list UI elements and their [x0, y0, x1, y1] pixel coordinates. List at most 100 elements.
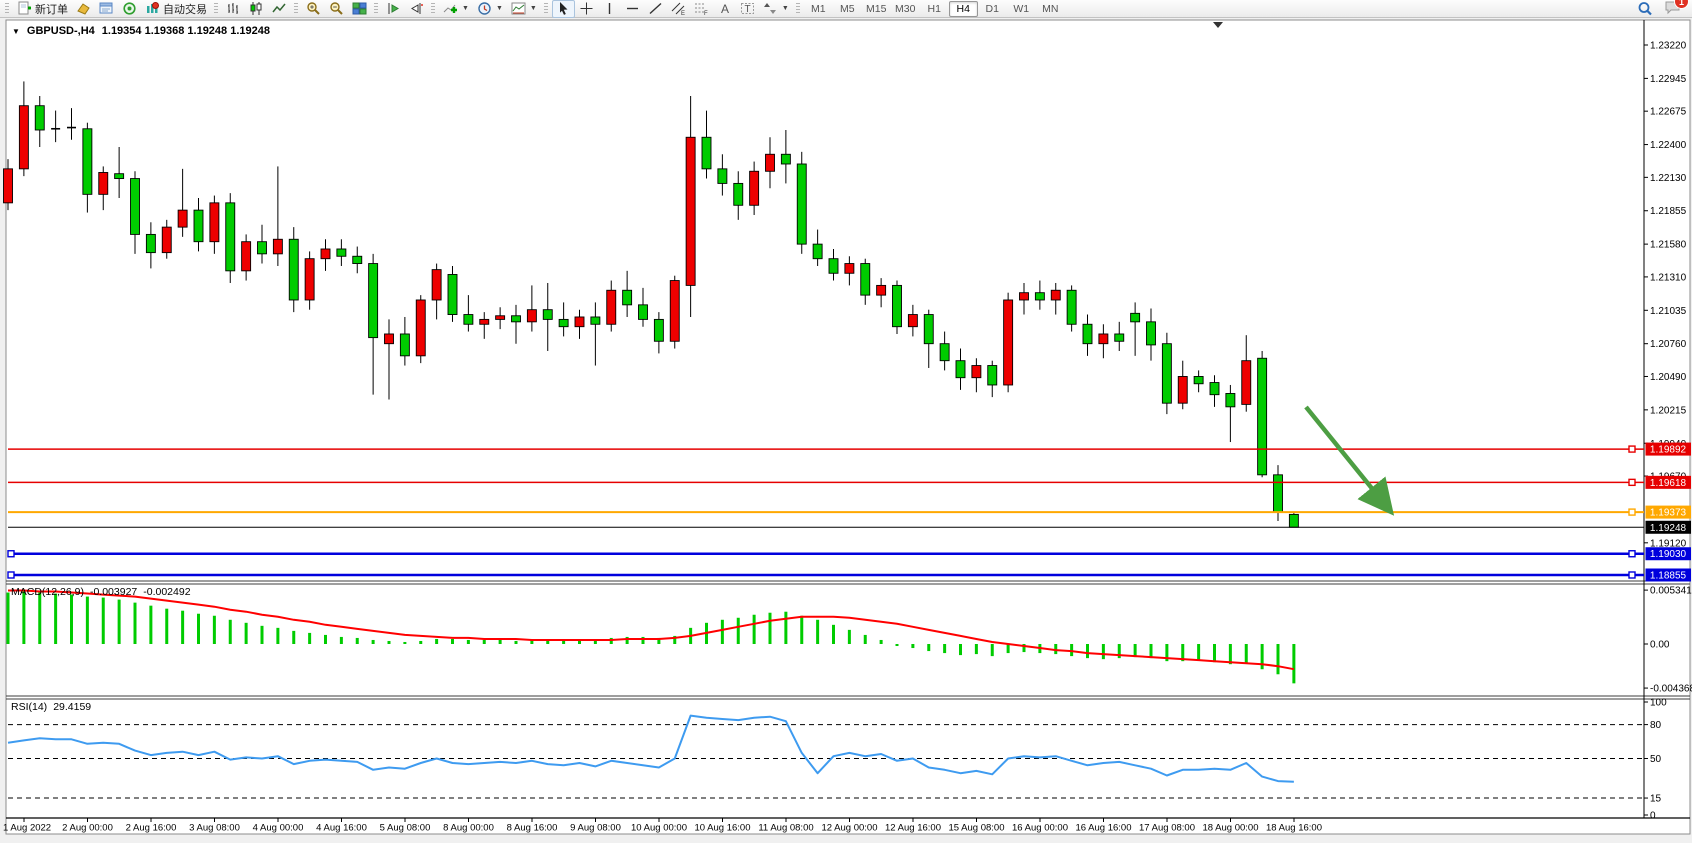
- data-window-button[interactable]: [95, 0, 118, 18]
- periods-button[interactable]: ▼: [473, 0, 507, 18]
- svg-text:1.19618: 1.19618: [1650, 478, 1687, 489]
- search-icon[interactable]: [1637, 1, 1654, 17]
- zoom-in-button[interactable]: [302, 0, 325, 18]
- text-label-tool-button[interactable]: T: [736, 0, 759, 18]
- market-watch-button[interactable]: [72, 0, 95, 18]
- tab-timeframe-m5[interactable]: M5: [839, 2, 855, 15]
- symbol-label: GBPUSD-,H4: [26, 25, 95, 37]
- svg-text:1.20760: 1.20760: [1650, 339, 1687, 350]
- svg-text:1.21855: 1.21855: [1650, 206, 1687, 217]
- rsi-value: 29.4159: [53, 701, 92, 713]
- svg-text:0: 0: [1650, 811, 1656, 822]
- tab-timeframe-m1[interactable]: M1: [810, 2, 826, 15]
- toolbar-right: 1: [1637, 0, 1690, 18]
- cursor-icon: [559, 2, 568, 15]
- svg-text:16 Aug 00:00: 16 Aug 00:00: [1012, 823, 1068, 834]
- svg-text:12 Aug 00:00: 12 Aug 00:00: [822, 823, 878, 834]
- notifications-button[interactable]: 1: [1664, 0, 1689, 18]
- zoom-out-button[interactable]: [325, 0, 348, 18]
- toolbar: 新订单 自动交易 ▼ ▼ ▼ E F A T ▼ M1 M5 M15 M30 H1 H4 D…: [0, 0, 1692, 18]
- chart-shift-marker[interactable]: [1213, 22, 1223, 28]
- channel-icon: E: [671, 2, 685, 16]
- channel-tool-button[interactable]: E: [667, 0, 690, 18]
- auto-scroll-button[interactable]: [382, 0, 405, 18]
- vertical-line-tool-button[interactable]: [598, 0, 621, 18]
- tab-timeframe-h1[interactable]: H1: [927, 2, 941, 15]
- tab-timeframe-d1[interactable]: D1: [985, 2, 999, 15]
- horizontal-line-icon: [626, 7, 638, 10]
- chart-shift-button[interactable]: [405, 0, 428, 18]
- tab-timeframe-m15[interactable]: M15: [866, 2, 887, 15]
- svg-text:17 Aug 08:00: 17 Aug 08:00: [1139, 823, 1195, 834]
- svg-text:1.23220: 1.23220: [1650, 41, 1687, 52]
- text-icon: A: [721, 2, 729, 16]
- svg-text:1.22945: 1.22945: [1650, 74, 1687, 85]
- macd-value-2: -0.002492: [143, 586, 191, 598]
- text-tool-button[interactable]: A: [713, 0, 736, 18]
- shapes-tool-button[interactable]: ▼: [759, 0, 793, 18]
- svg-text:A: A: [721, 2, 729, 16]
- rsi-label: RSI(14) 29.4159: [11, 701, 91, 713]
- tab-timeframe-m30[interactable]: M30: [895, 2, 916, 15]
- tab-timeframe-h4[interactable]: H4: [948, 0, 978, 17]
- indicators-button[interactable]: ▼: [439, 0, 473, 18]
- symbol-dropdown-icon[interactable]: ▼: [12, 26, 20, 36]
- svg-text:2 Aug 16:00: 2 Aug 16:00: [126, 823, 177, 834]
- new-order-button[interactable]: 新订单: [13, 0, 72, 18]
- navigator-button[interactable]: [118, 0, 141, 18]
- svg-text:5 Aug 08:00: 5 Aug 08:00: [380, 823, 431, 834]
- bar-chart-button[interactable]: [222, 0, 245, 18]
- toolbar-grip: [431, 2, 435, 15]
- fibonacci-tool-button[interactable]: F: [690, 0, 713, 18]
- svg-text:-0.004368: -0.004368: [1650, 684, 1692, 695]
- svg-text:1.19248: 1.19248: [1650, 523, 1687, 534]
- cursor-tool-button[interactable]: [551, 0, 575, 18]
- ohlc-quote: 1.19354 1.19368 1.19248 1.19248: [101, 25, 270, 37]
- svg-text:80: 80: [1650, 720, 1662, 731]
- toolbar-grip: [795, 2, 800, 15]
- text-label-icon: T: [740, 3, 754, 15]
- indicator-scales: 0.005341 0.00 -0.004368 100 80 50 15 0: [1644, 586, 1692, 822]
- svg-text:F: F: [704, 11, 708, 16]
- line-chart-button[interactable]: [268, 0, 291, 18]
- macd-name: MACD(12,26,9): [11, 586, 84, 598]
- trend-arrow-annotation[interactable]: [1304, 405, 1395, 516]
- toolbar-grip: [374, 2, 378, 15]
- time-axis: 1 Aug 2022 2 Aug 00:00 2 Aug 16:00 3 Aug 08…: [3, 818, 1322, 834]
- candlestick-chart-button[interactable]: [245, 0, 268, 18]
- chart-shift-icon: [411, 3, 423, 14]
- svg-text:T: T: [744, 4, 750, 15]
- toolbar-grip: [214, 2, 218, 15]
- trendline-tool-button[interactable]: [644, 0, 667, 18]
- svg-text:0.00: 0.00: [1650, 640, 1670, 651]
- svg-text:11 Aug 08:00: 11 Aug 08:00: [758, 823, 813, 834]
- svg-text:10 Aug 00:00: 10 Aug 00:00: [631, 823, 687, 834]
- svg-text:50: 50: [1650, 754, 1662, 765]
- svg-text:100: 100: [1650, 698, 1667, 709]
- auto-trading-button[interactable]: 自动交易: [141, 0, 211, 18]
- svg-text:18 Aug 00:00: 18 Aug 00:00: [1203, 823, 1259, 834]
- svg-text:1.21035: 1.21035: [1650, 306, 1687, 317]
- macd-label: MACD(12,26,9) -0.003927 -0.002492: [11, 586, 191, 598]
- svg-text:1.21580: 1.21580: [1650, 240, 1687, 251]
- macd-series: [6, 589, 1296, 684]
- templates-button[interactable]: ▼: [507, 0, 541, 18]
- macd-value-1: -0.003927: [89, 586, 138, 598]
- bar-chart-icon: [228, 3, 238, 14]
- tab-timeframe-mn[interactable]: MN: [1042, 2, 1059, 15]
- templates-icon: [511, 2, 526, 15]
- chevron-down-icon: ▼: [495, 5, 503, 12]
- svg-text:15 Aug 08:00: 15 Aug 08:00: [949, 823, 1005, 834]
- svg-text:1.19892: 1.19892: [1650, 445, 1687, 456]
- horizontal-line-tool-button[interactable]: [621, 0, 644, 18]
- crosshair-tool-button[interactable]: [575, 0, 598, 18]
- tab-timeframe-w1[interactable]: W1: [1013, 2, 1030, 15]
- new-order-label: 新订单: [35, 3, 68, 16]
- toolbar-grip: [5, 2, 9, 15]
- chevron-down-icon: ▼: [529, 5, 537, 12]
- vertical-line-icon: [608, 3, 611, 14]
- auto-scroll-icon: [388, 3, 399, 14]
- tile-windows-button[interactable]: [348, 0, 371, 18]
- svg-text:12 Aug 16:00: 12 Aug 16:00: [885, 823, 941, 834]
